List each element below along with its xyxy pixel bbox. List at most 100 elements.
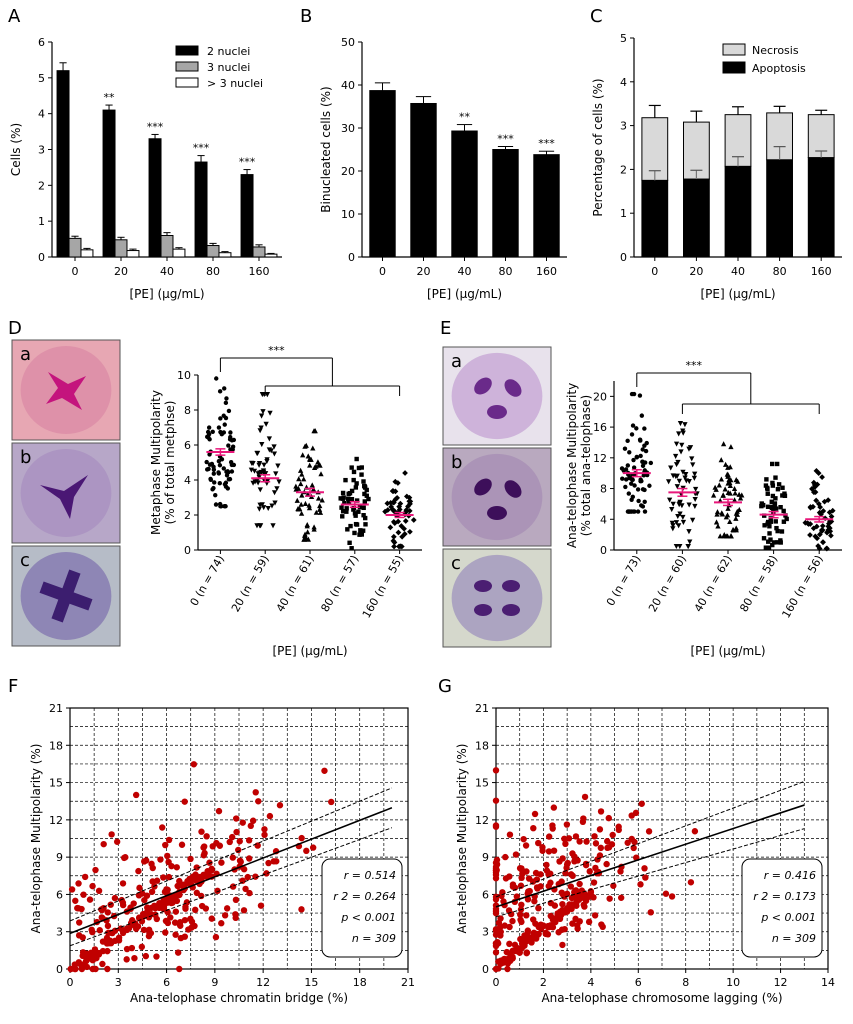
data-point <box>104 947 111 955</box>
data-point <box>106 937 114 944</box>
data-point <box>362 499 367 504</box>
chart-b-binucleated: 0 10 20 30 40 50 Binucleated cells (%) [PE] (µg… <box>319 36 567 301</box>
data-point <box>214 887 221 895</box>
panel-label-b: B <box>300 6 312 27</box>
data-point <box>352 530 357 536</box>
data-point <box>307 462 313 468</box>
data-point <box>733 527 739 533</box>
data-point <box>224 396 229 401</box>
data-point <box>310 445 316 451</box>
data-point <box>568 894 576 902</box>
data-point <box>736 506 742 512</box>
data-point <box>149 878 156 885</box>
y-tick-label: 3 <box>482 926 489 939</box>
data-point <box>609 831 616 839</box>
data-point <box>717 533 723 539</box>
data-point <box>816 501 822 507</box>
data-point <box>352 511 358 516</box>
data-point <box>511 941 519 949</box>
cell-cytoplasm <box>451 554 543 642</box>
data-point <box>299 471 305 477</box>
data-point <box>213 492 218 498</box>
data-point <box>590 879 598 886</box>
data-point <box>261 462 267 468</box>
data-point <box>399 533 405 540</box>
data-point <box>561 835 568 842</box>
data-point <box>509 955 516 962</box>
data-point <box>725 489 731 495</box>
data-point <box>677 421 684 427</box>
data-point <box>264 457 270 463</box>
data-point <box>530 916 537 923</box>
chromosome-group <box>502 604 520 616</box>
data-point <box>632 509 637 514</box>
data-point <box>501 955 508 963</box>
data-point <box>567 871 575 878</box>
data-point <box>509 917 516 925</box>
data-point <box>631 465 637 470</box>
micrograph-label: a <box>451 351 462 372</box>
y-tick-label: 1 <box>38 215 45 228</box>
x-tick-label: 160 (n = 55) <box>360 553 406 620</box>
data-point <box>670 526 676 532</box>
data-point <box>346 496 351 501</box>
data-point <box>257 487 263 493</box>
data-point <box>810 479 817 486</box>
data-point <box>232 914 239 922</box>
data-point <box>687 539 693 545</box>
data-point <box>212 933 220 941</box>
x-axis-title: Ana-telophase chromatin bridge (%) <box>130 991 348 1005</box>
x-axis-title: Ana-telophase chromosome lagging (%) <box>541 991 782 1005</box>
x-tick-label: 20 <box>417 265 431 278</box>
stats-text: r 2 = 0.264 <box>333 890 396 903</box>
y-tick-label: 3 <box>38 144 45 157</box>
data-point <box>533 884 541 891</box>
data-point <box>361 505 366 511</box>
data-point <box>258 413 265 419</box>
significance-label: *** <box>268 344 285 357</box>
y-tick-label: 9 <box>56 851 63 864</box>
x-tick-label: 40 (n = 62) <box>692 553 735 614</box>
data-point <box>68 886 76 893</box>
data-point <box>139 890 146 897</box>
data-point <box>364 493 369 498</box>
data-point <box>362 515 368 521</box>
bar <box>172 248 186 258</box>
data-point <box>737 495 744 501</box>
data-point <box>162 929 169 936</box>
data-point <box>504 965 511 973</box>
data-point <box>89 882 96 890</box>
data-point <box>111 894 119 902</box>
data-point <box>642 509 648 514</box>
data-point <box>523 912 530 919</box>
data-point <box>182 903 189 911</box>
chromosome-group <box>474 580 492 592</box>
data-point <box>275 463 281 469</box>
data-point <box>676 478 682 484</box>
data-point <box>493 856 501 864</box>
data-point <box>200 844 207 851</box>
legend-swatch <box>722 61 746 74</box>
data-point <box>86 896 94 903</box>
data-point <box>639 478 644 484</box>
data-point <box>228 833 236 841</box>
data-point <box>531 810 539 818</box>
data-point <box>402 470 408 476</box>
y-axis-title: Percentage of cells (%) <box>591 78 605 216</box>
data-point <box>635 509 641 514</box>
data-point <box>642 874 649 881</box>
data-point <box>647 483 652 488</box>
data-point <box>580 815 587 822</box>
data-point <box>608 841 616 848</box>
data-point <box>148 888 156 895</box>
data-point <box>640 447 645 452</box>
data-point <box>190 761 198 768</box>
data-point <box>396 506 403 513</box>
data-point <box>597 808 605 815</box>
y-tick-label: 3 <box>56 926 63 939</box>
data-point <box>731 497 738 503</box>
x-axis-title: [PE] (µg/mL) <box>690 644 765 658</box>
data-point <box>519 936 527 943</box>
data-point <box>81 873 89 881</box>
data-point <box>165 873 173 881</box>
